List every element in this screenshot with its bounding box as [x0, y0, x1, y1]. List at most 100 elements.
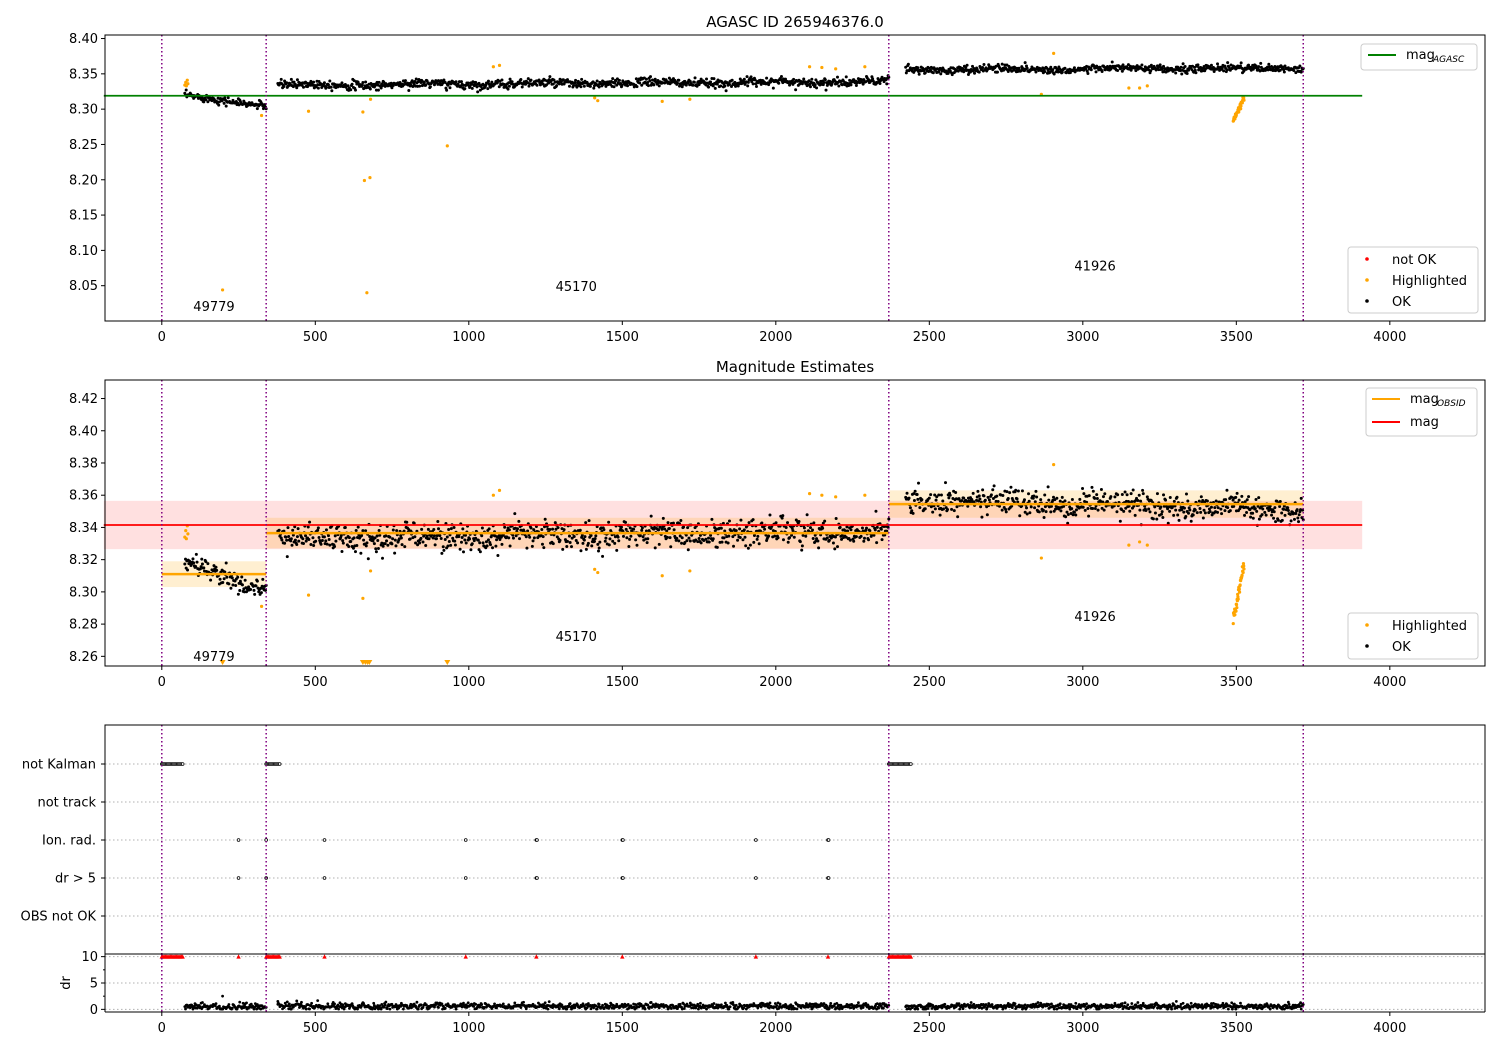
ok-point	[597, 546, 601, 550]
ok-point	[719, 84, 723, 88]
ok-point	[1185, 72, 1189, 76]
dr-point	[478, 1005, 482, 1009]
ok-point	[508, 77, 512, 81]
ok-point	[519, 77, 523, 81]
ok-point	[399, 534, 403, 538]
ok-point	[584, 547, 588, 551]
y-tick-label: 8.34	[69, 521, 98, 536]
ok-point	[743, 535, 747, 539]
ok-point	[1127, 504, 1131, 508]
ok-point	[324, 528, 328, 532]
ok-point	[966, 504, 970, 508]
ok-point	[353, 550, 357, 554]
ok-point	[1168, 495, 1172, 499]
x-tick-label: 3500	[1220, 675, 1253, 690]
plot-frame	[104, 34, 1486, 322]
y-tick-label: 8.36	[69, 489, 98, 504]
dr-point	[1136, 1001, 1140, 1004]
ok-point	[1297, 513, 1301, 517]
ok-point	[746, 546, 750, 550]
x-tick-label: 0	[158, 330, 166, 345]
dr-point	[1073, 1005, 1077, 1008]
ok-point	[374, 547, 378, 551]
dr-point	[379, 1007, 383, 1011]
ok-point	[1081, 487, 1085, 491]
ok-point	[597, 549, 601, 553]
ok-point	[833, 535, 837, 539]
ok-point	[500, 78, 504, 82]
ok-point	[400, 543, 404, 547]
ok-point	[1283, 513, 1287, 517]
ok-point	[790, 533, 794, 537]
ok-point	[939, 493, 943, 497]
ok-point	[506, 87, 510, 91]
ok-point	[1043, 70, 1047, 74]
ok-point	[867, 78, 871, 82]
ok-point	[535, 83, 539, 87]
ok-point	[747, 521, 751, 525]
flag-marker	[826, 876, 831, 880]
ok-point	[923, 507, 927, 511]
ok-point	[695, 84, 699, 88]
ok-point	[1155, 492, 1159, 496]
ok-point	[724, 89, 728, 93]
ok-point	[763, 527, 767, 531]
dr-point	[958, 1007, 962, 1011]
ok-point	[998, 504, 1002, 508]
ok-point	[1074, 508, 1078, 512]
ok-point	[480, 534, 484, 538]
ok-point	[1101, 500, 1105, 504]
dr-point	[543, 1004, 546, 1007]
ok-point	[1095, 493, 1099, 497]
ok-point	[480, 526, 484, 530]
ok-point	[1230, 495, 1234, 499]
x-tick-label: 500	[303, 330, 328, 345]
dr-point	[682, 1002, 685, 1006]
ok-point	[1120, 508, 1124, 512]
ok-point	[1194, 71, 1198, 75]
ok-point	[821, 526, 825, 530]
ok-point	[553, 521, 557, 525]
ok-point	[340, 81, 344, 85]
ok-point	[712, 77, 716, 81]
ok-point	[1168, 509, 1172, 513]
highlighted-point	[1235, 606, 1239, 610]
ok-point	[644, 77, 648, 81]
ok-point	[822, 81, 826, 85]
flag-marker	[826, 838, 831, 842]
ok-point	[875, 525, 879, 529]
ok-point	[1102, 508, 1106, 512]
ok-point	[675, 536, 679, 540]
ok-point	[593, 537, 597, 541]
ok-point	[574, 539, 578, 543]
dr-point	[827, 1007, 831, 1010]
ok-point	[325, 542, 329, 546]
ok-point	[520, 85, 524, 89]
ok-point	[1182, 510, 1186, 514]
ok-point	[660, 527, 664, 531]
ok-point	[1070, 498, 1074, 502]
ok-point	[405, 520, 409, 524]
highlighted-point	[820, 65, 824, 70]
ok-point	[956, 515, 960, 519]
ok-point	[372, 542, 376, 546]
dr-point	[543, 1001, 547, 1005]
highlighted-point	[361, 110, 365, 114]
ok-point	[948, 493, 952, 497]
ok-point	[699, 541, 703, 545]
ok-point	[439, 536, 443, 540]
ok-point	[849, 528, 853, 532]
ok-point	[351, 546, 355, 550]
ok-point	[344, 536, 348, 540]
ok-point	[260, 584, 264, 588]
ok-point	[873, 528, 877, 532]
dr-point	[634, 1003, 638, 1006]
ok-point	[748, 543, 752, 547]
ok-point	[1193, 508, 1197, 512]
ok-point	[1276, 518, 1280, 522]
ok-point	[665, 535, 669, 539]
ok-point	[514, 534, 518, 538]
ok-point	[264, 588, 268, 592]
ok-point	[1201, 499, 1205, 503]
ok-point	[742, 77, 746, 81]
